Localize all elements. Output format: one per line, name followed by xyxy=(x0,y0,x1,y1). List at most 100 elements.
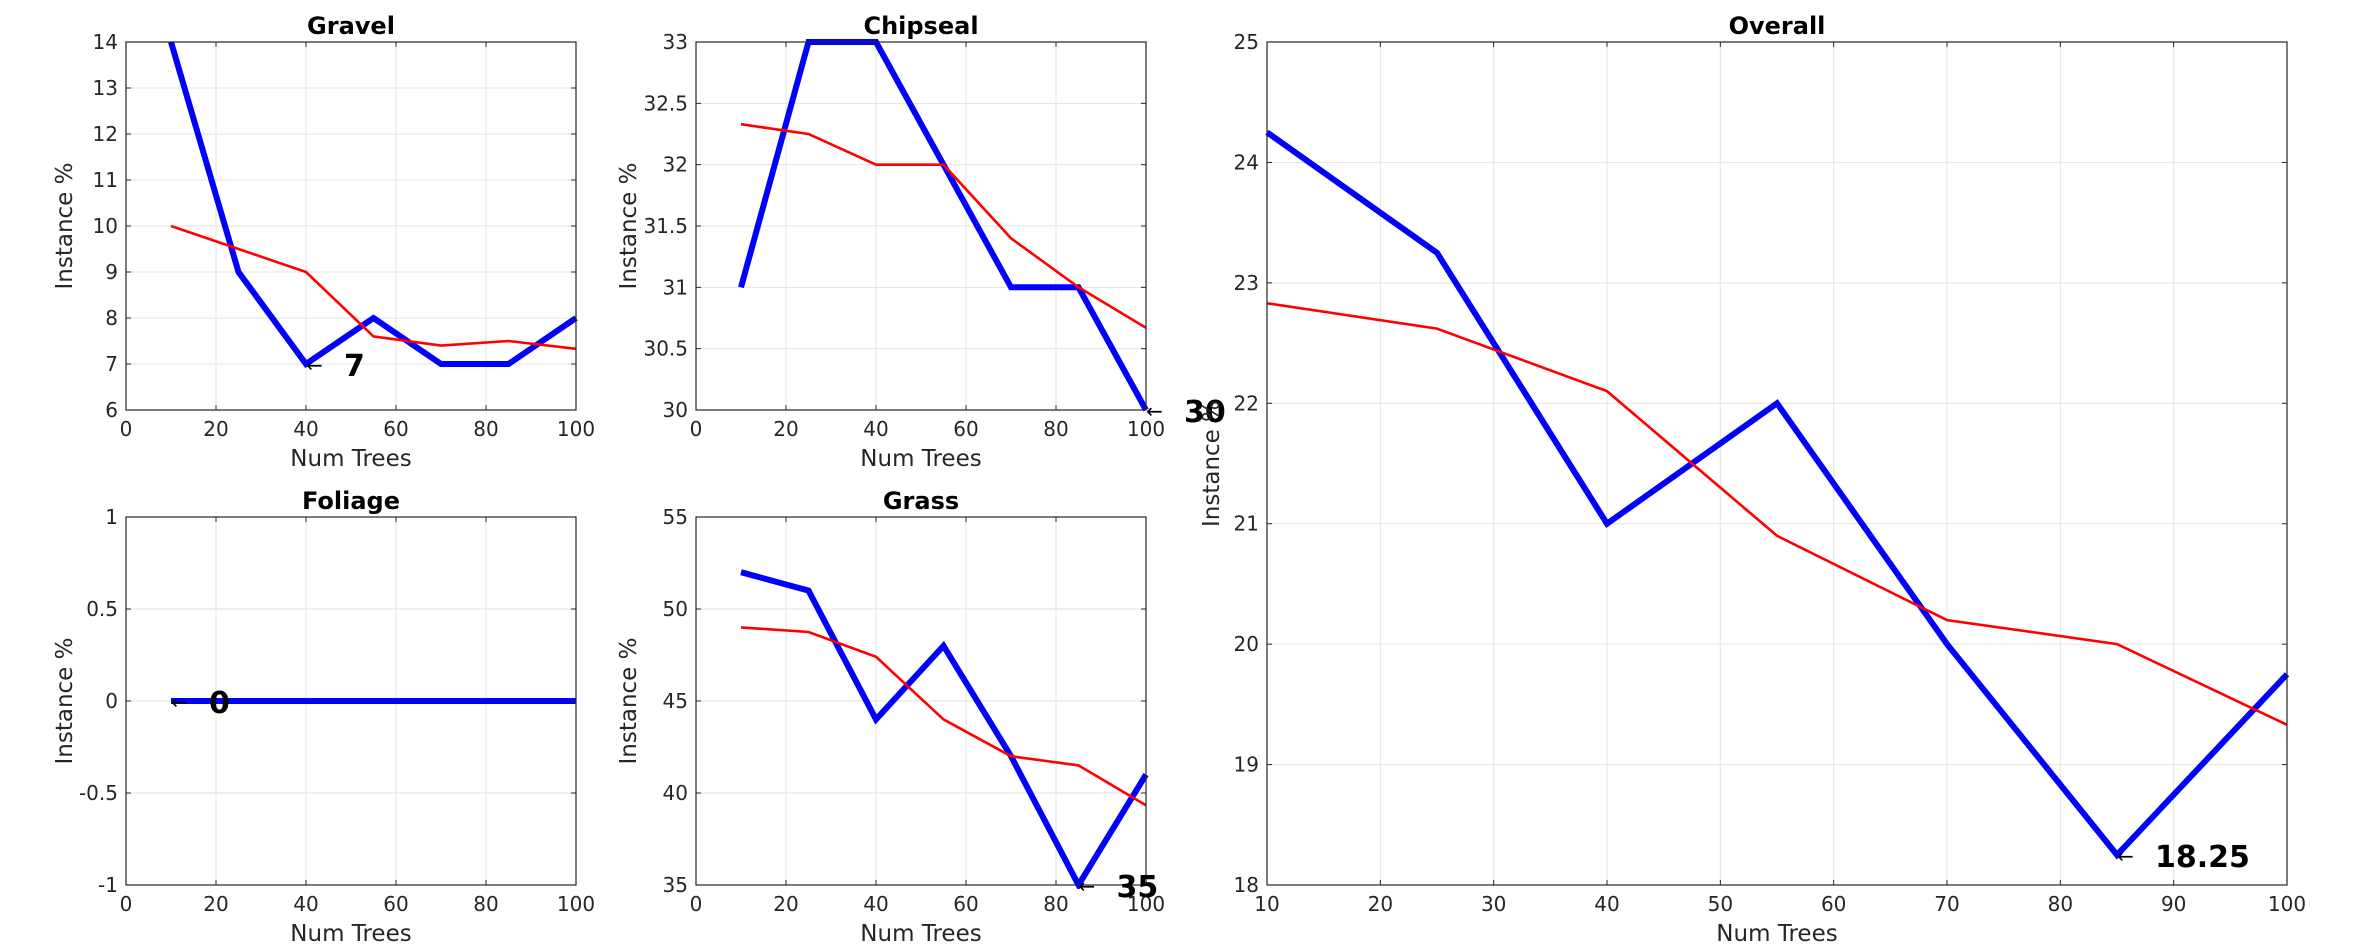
y-tick-label: 0 xyxy=(105,689,118,713)
series-line-blue xyxy=(168,41,578,369)
series-line-blue xyxy=(1265,129,2290,860)
y-tick-label: 7 xyxy=(105,352,118,376)
x-tick-label: 40 xyxy=(293,417,318,441)
y-axis-label: Instance % xyxy=(616,638,642,765)
y-tick-label: 0.5 xyxy=(86,597,118,621)
chart-title: Overall xyxy=(1729,12,1826,40)
x-tick-label: 50 xyxy=(1708,892,1733,916)
annotation-label: 0 xyxy=(209,686,230,721)
x-tick-label: 10 xyxy=(1254,892,1279,916)
y-tick-label: 30 xyxy=(663,398,688,422)
y-tick-label: 45 xyxy=(663,689,688,713)
x-tick-label: 40 xyxy=(293,892,318,916)
y-tick-label: 35 xyxy=(663,873,688,897)
axes-gravel: 0 20 40 60 80 100 6 7 8 9 10 11 12 13 14 Gravel Num Tree… xyxy=(52,12,595,472)
plot-area xyxy=(1267,42,2287,885)
x-tick-label: 60 xyxy=(953,417,978,441)
x-axis-label: Num Trees xyxy=(860,921,981,947)
x-tick-label: 80 xyxy=(473,892,498,916)
y-tick-label: 33 xyxy=(663,30,688,54)
y-tick-label: 25 xyxy=(1234,30,1259,54)
x-tick-label: 40 xyxy=(1594,892,1619,916)
x-axis-label: Num Trees xyxy=(290,921,411,947)
y-tick-label: 40 xyxy=(663,781,688,805)
series-line-red xyxy=(740,626,1147,807)
y-tick-label: -0.5 xyxy=(79,781,118,805)
x-tick-label: 100 xyxy=(1127,417,1165,441)
axes-foliage: 0 20 40 60 80 100 -1 -0.5 0 0.5 1 Foliage Num Trees I… xyxy=(52,487,595,947)
annotation-label: 18.25 xyxy=(2155,840,2250,875)
x-tick-label: 0 xyxy=(120,892,133,916)
y-tick-label: 24 xyxy=(1234,150,1259,174)
annotation-arrow: ← xyxy=(2117,844,2134,868)
y-tick-label: 11 xyxy=(93,168,118,192)
y-tick-label: 31.5 xyxy=(643,214,688,238)
x-tick-label: 20 xyxy=(203,892,228,916)
x-tick-label: 60 xyxy=(953,892,978,916)
series-line-red xyxy=(170,224,577,351)
x-tick-label: 20 xyxy=(203,417,228,441)
x-axis-label: Num Trees xyxy=(860,446,981,472)
y-tick-label: 8 xyxy=(105,306,118,330)
annotation-arrow: ← xyxy=(1079,874,1096,898)
y-axis-label: Instance % xyxy=(52,163,78,290)
annotation-label: 7 xyxy=(344,349,365,384)
chart-title: Grass xyxy=(883,487,959,515)
y-tick-label: 14 xyxy=(93,30,118,54)
series-line-red xyxy=(1266,302,2288,726)
y-tick-label: 21 xyxy=(1234,512,1259,536)
x-tick-label: 30 xyxy=(1481,892,1506,916)
y-tick-label: 32 xyxy=(663,153,688,177)
y-tick-label: 55 xyxy=(663,505,688,529)
axes-box xyxy=(1266,41,2288,886)
x-tick-label: 80 xyxy=(2048,892,2073,916)
annotation-arrow: ← xyxy=(1146,399,1163,423)
annotation-arrow: ← xyxy=(306,353,323,377)
y-tick-label: 9 xyxy=(105,260,118,284)
x-tick-label: 100 xyxy=(557,417,595,441)
annotation-label: 30 xyxy=(1184,395,1226,430)
x-tick-label: 60 xyxy=(383,417,408,441)
chart-title: Gravel xyxy=(307,12,395,40)
y-tick-label: 22 xyxy=(1234,391,1259,415)
y-tick-label: 30.5 xyxy=(643,337,688,361)
x-tick-label: 40 xyxy=(863,892,888,916)
y-tick-label: 31 xyxy=(663,275,688,299)
x-axis-label: Num Trees xyxy=(290,446,411,472)
y-tick-label: 10 xyxy=(93,214,118,238)
x-tick-label: 60 xyxy=(383,892,408,916)
series-line-red xyxy=(740,122,1147,329)
x-tick-label: 80 xyxy=(1043,417,1068,441)
y-tick-label: -1 xyxy=(98,873,118,897)
x-tick-label: 20 xyxy=(773,892,798,916)
x-tick-label: 100 xyxy=(1127,892,1165,916)
x-tick-label: 70 xyxy=(1934,892,1959,916)
axes-overall: 10 20 30 40 50 60 70 80 90 100 18 19 20 21 22 23 24 25 Ove… xyxy=(1199,12,2306,947)
x-tick-label: 80 xyxy=(1043,892,1068,916)
x-tick-label: 60 xyxy=(1821,892,1846,916)
x-tick-label: 0 xyxy=(120,417,133,441)
x-tick-label: 0 xyxy=(690,892,703,916)
x-tick-label: 100 xyxy=(557,892,595,916)
y-tick-label: 12 xyxy=(93,122,118,146)
x-tick-label: 0 xyxy=(690,417,703,441)
y-axis-label: Instance % xyxy=(1199,400,1225,527)
y-axis-label: Instance % xyxy=(52,638,78,765)
y-axis-label: Instance % xyxy=(616,163,642,290)
x-tick-label: 20 xyxy=(1368,892,1393,916)
annotation-label: 35 xyxy=(1117,870,1159,905)
chart-title: Chipseal xyxy=(863,12,978,40)
axes-chipseal: 0 20 40 60 80 100 30 30.5 31 31.5 32 32.5 33 Chipseal… xyxy=(616,12,1226,472)
y-tick-label: 50 xyxy=(663,597,688,621)
y-tick-label: 19 xyxy=(1234,753,1259,777)
x-tick-label: 20 xyxy=(773,417,798,441)
y-tick-label: 6 xyxy=(105,398,118,422)
x-axis-label: Num Trees xyxy=(1716,921,1837,947)
y-tick-label: 1 xyxy=(105,505,118,529)
y-tick-label: 23 xyxy=(1234,271,1259,295)
x-tick-label: 90 xyxy=(2161,892,2186,916)
y-tick-label: 13 xyxy=(93,76,118,100)
x-tick-label: 80 xyxy=(473,417,498,441)
